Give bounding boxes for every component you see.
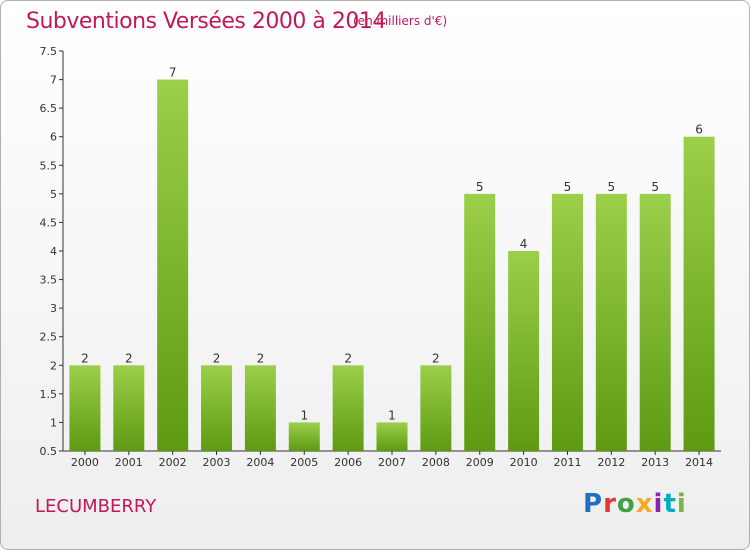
proxiti-logo: Proxiti	[583, 489, 687, 519]
data-label-2003: 2	[213, 351, 221, 365]
chart-data-labels: 2 2 7 2 2 1 2 1 2 5 4 5 5 5 6	[81, 66, 703, 423]
x-tick-label: 2003	[203, 456, 231, 469]
y-tick-label: 4	[50, 245, 57, 258]
logo-letter: o	[616, 489, 636, 519]
data-label-2013: 5	[651, 180, 659, 194]
bar-2013	[639, 193, 671, 451]
data-label-2006: 2	[344, 351, 352, 365]
data-label-2008: 2	[432, 351, 440, 365]
data-label-2005: 1	[300, 408, 308, 422]
bar-2014	[683, 136, 715, 451]
data-label-2014: 6	[695, 123, 703, 137]
y-tick-label: 2	[50, 359, 57, 372]
bar-2002	[157, 79, 189, 452]
x-tick-label: 2001	[115, 456, 143, 469]
x-tick-label: 2011	[553, 456, 581, 469]
data-label-2001: 2	[125, 351, 133, 365]
data-label-2010: 4	[520, 237, 528, 251]
bar-2009	[464, 193, 496, 451]
bar-2006	[332, 365, 364, 451]
x-tick-label: 2005	[290, 456, 318, 469]
data-label-2002: 7	[169, 66, 177, 80]
y-tick-label: 5.5	[40, 159, 58, 172]
bar-2005	[288, 422, 320, 451]
chart-subtitle: (en milliers d'€)	[353, 14, 448, 28]
bar-2001	[113, 365, 145, 451]
y-tick-label: 3.5	[40, 274, 58, 287]
location-name: LECUMBERRY	[35, 496, 157, 517]
logo-letter: x	[635, 489, 654, 519]
chart-axes: 0.5 1 1.5 2 2.5 3 3.5 4 4.5 5 5.5 6 6.5 7 7.5 2000 2001 2…	[40, 45, 721, 469]
y-tick-label: 7.5	[40, 45, 58, 58]
data-label-2012: 5	[608, 180, 616, 194]
y-tick-label: 5	[50, 188, 57, 201]
x-tick-label: 2008	[422, 456, 450, 469]
bar-2008	[420, 365, 452, 451]
x-tick-label: 2007	[378, 456, 406, 469]
y-tick-label: 3	[50, 302, 57, 315]
data-label-2007: 1	[388, 408, 396, 422]
chart-bars	[69, 79, 715, 452]
data-label-2004: 2	[257, 351, 265, 365]
bar-2010	[508, 251, 540, 451]
logo-letter: t	[663, 489, 677, 519]
x-tick-label: 2013	[641, 456, 669, 469]
y-tick-label: 1	[50, 416, 57, 429]
logo-letter: i	[653, 489, 664, 519]
y-tick-label: 7	[50, 74, 57, 87]
bar-2011	[551, 193, 583, 451]
bar-2012	[595, 193, 627, 451]
x-tick-label: 2006	[334, 456, 362, 469]
x-tick-label: 2004	[246, 456, 274, 469]
y-tick-label: 6.5	[40, 102, 58, 115]
x-tick-label: 2014	[685, 456, 713, 469]
logo-letter: i	[676, 489, 687, 519]
x-tick-label: 2009	[466, 456, 494, 469]
bar-2003	[201, 365, 233, 451]
x-tick-label: 2002	[159, 456, 187, 469]
x-tick-label: 2012	[597, 456, 625, 469]
logo-letter: P	[583, 489, 604, 519]
bar-2007	[376, 422, 408, 451]
x-tick-label: 2000	[71, 456, 99, 469]
x-tick-label: 2010	[510, 456, 538, 469]
chart-title: Subventions Versées 2000 à 2014	[26, 9, 386, 34]
y-tick-label: 6	[50, 131, 57, 144]
y-tick-label: 0.5	[40, 445, 58, 458]
data-label-2009: 5	[476, 180, 484, 194]
data-label-2011: 5	[564, 180, 572, 194]
y-tick-label: 2.5	[40, 331, 58, 344]
logo-letter: r	[603, 489, 617, 519]
bar-2004	[244, 365, 276, 451]
bar-2000	[69, 365, 101, 451]
y-tick-label: 4.5	[40, 216, 58, 229]
y-tick-label: 1.5	[40, 388, 58, 401]
data-label-2000: 2	[81, 351, 89, 365]
